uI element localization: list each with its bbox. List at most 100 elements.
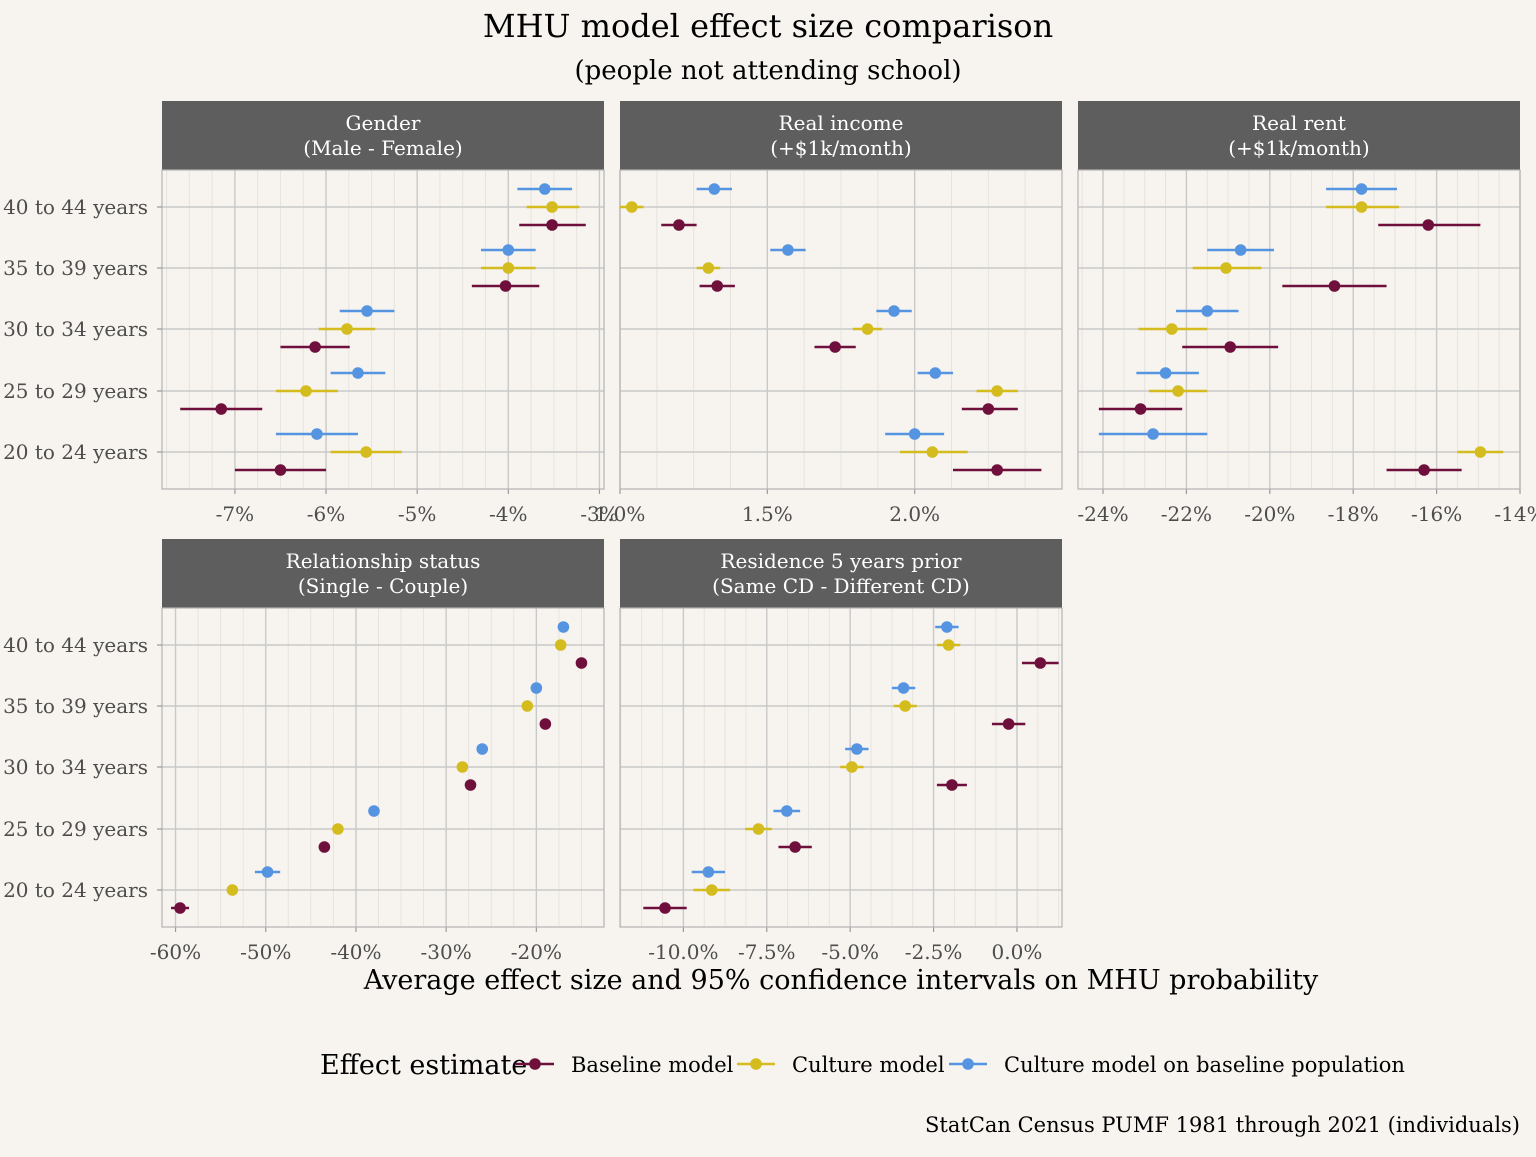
x-tick-label: -22% (1161, 502, 1212, 526)
legend-key-point-baseline-model (529, 1058, 541, 1070)
x-tick-label: -6% (307, 502, 346, 526)
estimate-point-baseline-model (1224, 341, 1236, 353)
estimate-point-baseline-model (499, 280, 512, 292)
estimate-point-culture-model (752, 823, 765, 835)
estimate-point-culture-model-on-baseline-population (708, 183, 721, 195)
x-axis-label: Average effect size and 95% confidence i… (363, 965, 1319, 996)
estimate-point-culture-model (1220, 262, 1232, 274)
estimate-point-culture-model-on-baseline-population (897, 682, 910, 694)
strip-subtitle-real-income: (+$1k/month) (770, 136, 911, 160)
panels-layer: Gender(Male - Female) -7% -6% -5% -4% -3% 40 t… (3, 101, 1536, 964)
estimate-point-baseline-model (1002, 718, 1015, 730)
strip-gender (162, 101, 604, 170)
estimate-point-culture-model-on-baseline-population (368, 805, 380, 817)
y-tick-label: 35 to 39 years (3, 256, 148, 280)
panel-border-real-income (619, 169, 1063, 490)
strip-title-gender: Gender (346, 111, 421, 135)
panel-residence-5-years-prior: Residence 5 years prior(Same CD - Differ… (619, 539, 1063, 964)
estimate-point-baseline-model (1134, 403, 1147, 415)
strip-subtitle-relationship-status: (Single - Couple) (298, 574, 468, 598)
panel-relationship-status: Relationship status(Single - Couple) -60%… (3, 539, 605, 964)
strip-subtitle-real-rent: (+$1k/month) (1228, 136, 1369, 160)
panel-real-rent: Real rent(+$1k/month) -24% -22% -20% -18% -16… (1077, 101, 1536, 526)
x-tick-label: 1.0% (595, 502, 646, 526)
estimate-point-culture-model (702, 262, 715, 274)
legend-key-point-culture-model-on-baseline-population (962, 1058, 974, 1070)
estimate-point-baseline-model (215, 403, 228, 415)
estimate-point-culture-model-on-baseline-population (702, 866, 715, 878)
x-tick-label: 2.0% (889, 502, 940, 526)
estimate-point-culture-model (546, 201, 558, 213)
x-tick-label: -18% (1328, 502, 1379, 526)
estimate-point-baseline-model (546, 219, 558, 231)
estimate-point-baseline-model (539, 718, 552, 730)
legend-label-culture-model-on-baseline-population: Culture model on baseline population (1004, 1053, 1405, 1077)
estimate-point-baseline-model (274, 464, 287, 476)
x-tick-label: 1.5% (742, 502, 793, 526)
estimate-point-baseline-model (673, 219, 685, 231)
y-tick-label: 40 to 44 years (3, 633, 148, 657)
strip-real-income (620, 101, 1062, 170)
estimate-point-culture-model (991, 385, 1003, 397)
estimate-point-baseline-model (659, 902, 671, 914)
estimate-point-culture-model (456, 761, 469, 773)
estimate-point-culture-model-on-baseline-population (502, 244, 515, 256)
estimate-point-baseline-model (309, 341, 321, 353)
chart-caption: StatCan Census PUMF 1981 through 2021 (i… (925, 1113, 1520, 1137)
x-tick-label: -60% (150, 940, 201, 964)
y-tick-label: 25 to 29 years (3, 817, 148, 841)
estimate-point-culture-model-on-baseline-population (352, 367, 364, 379)
estimate-point-baseline-model (1422, 219, 1435, 231)
y-tick-label: 20 to 24 years (3, 440, 148, 464)
x-tick-label: -3% (580, 502, 619, 526)
legend-label-baseline-model: Baseline model (571, 1053, 734, 1077)
y-tick-label: 40 to 44 years (3, 195, 148, 219)
estimate-point-culture-model (360, 446, 372, 458)
estimate-point-culture-model-on-baseline-population (1159, 367, 1172, 379)
estimate-point-culture-model-on-baseline-population (311, 428, 323, 440)
estimate-point-culture-model (625, 201, 638, 213)
estimate-point-baseline-model (1328, 280, 1341, 292)
legend: Effect estimate Baseline model Culture mo… (320, 1050, 1405, 1081)
estimate-point-culture-model (1166, 323, 1178, 335)
x-tick-label: -20% (1244, 502, 1295, 526)
estimate-point-culture-model (1172, 385, 1184, 397)
estimate-point-culture-model-on-baseline-population (851, 743, 863, 755)
estimate-point-culture-model (705, 884, 718, 896)
estimate-point-culture-model-on-baseline-population (530, 682, 543, 694)
estimate-point-culture-model-on-baseline-population (1201, 305, 1214, 317)
estimate-point-culture-model (554, 639, 567, 651)
x-tick-label: -7% (216, 502, 255, 526)
x-tick-label: -4% (489, 502, 528, 526)
estimate-point-culture-model-on-baseline-population (476, 743, 489, 755)
estimate-point-culture-model-on-baseline-population (1234, 244, 1247, 256)
x-tick-label: -10.0% (648, 940, 718, 964)
legend-title: Effect estimate (320, 1050, 527, 1081)
strip-relationship-status (162, 539, 604, 608)
estimate-point-culture-model (899, 700, 912, 712)
y-tick-label: 30 to 34 years (3, 317, 148, 341)
strip-title-relationship-status: Relationship status (286, 549, 481, 573)
estimate-point-culture-model-on-baseline-population (557, 621, 570, 633)
estimate-point-culture-model-on-baseline-population (929, 367, 942, 379)
estimate-point-culture-model-on-baseline-population (1355, 183, 1368, 195)
estimate-point-culture-model-on-baseline-population (538, 183, 551, 195)
x-tick-label: -16% (1411, 502, 1462, 526)
estimate-point-culture-model (926, 446, 939, 458)
x-tick-label: -50% (240, 940, 291, 964)
estimate-point-culture-model-on-baseline-population (261, 866, 274, 878)
estimate-point-culture-model-on-baseline-population (782, 244, 794, 256)
strip-residence-5-years-prior (620, 539, 1062, 608)
y-tick-label: 20 to 24 years (3, 878, 148, 902)
estimate-point-baseline-model (829, 341, 841, 353)
chart-subtitle: (people not attending school) (574, 56, 961, 86)
strip-real-rent (1078, 101, 1520, 170)
x-tick-label: -5.0% (821, 940, 879, 964)
x-tick-label: -5% (398, 502, 437, 526)
x-tick-label: 0.0% (992, 940, 1043, 964)
x-tick-label: -20% (511, 940, 562, 964)
x-tick-label: -7.5% (738, 940, 796, 964)
y-tick-label: 30 to 34 years (3, 755, 148, 779)
